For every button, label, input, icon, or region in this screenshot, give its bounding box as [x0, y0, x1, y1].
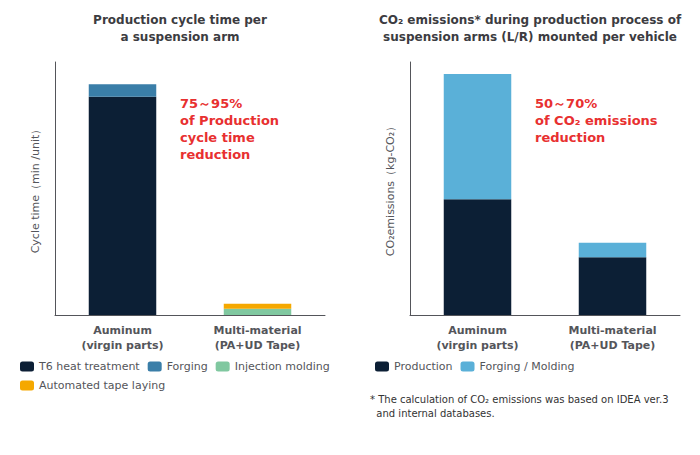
- svg-text:Cycle time（min /unit）: Cycle time（min /unit）: [29, 124, 42, 254]
- svg-text:of Production: of Production: [180, 113, 279, 128]
- svg-text:(virgin parts): (virgin parts): [81, 339, 163, 352]
- svg-text:a suspension arm: a suspension arm: [120, 30, 239, 44]
- svg-text:of CO₂ emissions: of CO₂ emissions: [535, 113, 658, 128]
- svg-text:reduction: reduction: [180, 147, 250, 162]
- svg-text:Injection molding: Injection molding: [235, 360, 330, 373]
- svg-text:* The calculation of CO₂ emiss: * The calculation of CO₂ emissions was b…: [370, 394, 669, 405]
- svg-text:Auminum: Auminum: [93, 324, 152, 337]
- svg-text:and internal databases.: and internal databases.: [370, 408, 495, 419]
- svg-text:(PA+UD Tape): (PA+UD Tape): [570, 339, 656, 352]
- svg-text:Automated tape laying: Automated tape laying: [39, 379, 165, 392]
- svg-text:CO₂emissions（kg-CO₂）: CO₂emissions（kg-CO₂）: [384, 121, 397, 256]
- svg-text:reduction: reduction: [535, 130, 605, 145]
- svg-text:T6 heat treatment: T6 heat treatment: [38, 360, 140, 373]
- svg-text:Production: Production: [394, 360, 453, 373]
- svg-text:suspension arms (L/R) mounted: suspension arms (L/R) mounted per vehicl…: [383, 30, 677, 44]
- svg-text:cycle time: cycle time: [180, 130, 255, 145]
- svg-text:Multi-material: Multi-material: [568, 324, 656, 337]
- svg-text:Forging / Molding: Forging / Molding: [480, 360, 575, 373]
- svg-text:(PA+UD Tape): (PA+UD Tape): [215, 339, 301, 352]
- svg-text:CO₂ emissions* during producti: CO₂ emissions* during production process…: [379, 13, 682, 27]
- svg-text:Multi-material: Multi-material: [213, 324, 301, 337]
- svg-text:Auminum: Auminum: [448, 324, 507, 337]
- svg-text:Production cycle time per: Production cycle time per: [93, 13, 267, 27]
- svg-text:(virgin parts): (virgin parts): [436, 339, 518, 352]
- svg-text:Forging: Forging: [167, 360, 208, 373]
- svg-text:75～95%: 75～95%: [180, 96, 242, 111]
- svg-text:50～70%: 50～70%: [535, 96, 597, 111]
